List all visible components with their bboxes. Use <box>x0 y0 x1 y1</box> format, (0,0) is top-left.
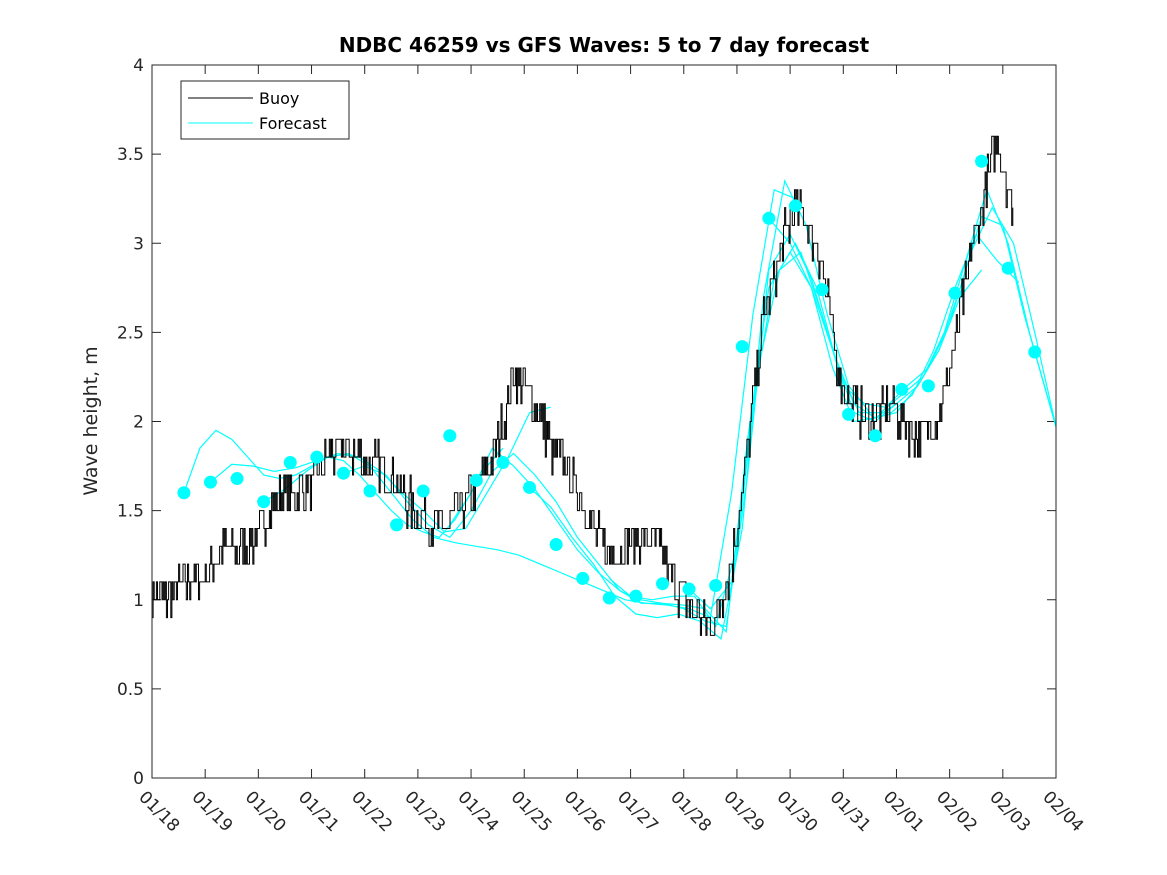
forecast-point <box>523 480 537 494</box>
forecast-point <box>416 484 430 498</box>
forecast-point <box>735 340 749 354</box>
forecast-line-6 <box>529 178 1020 641</box>
y-tick-label: 0 <box>133 769 144 789</box>
y-axis-label: Wave height, m <box>80 346 102 495</box>
chart-title: NDBC 46259 vs GFS Waves: 5 to 7 day fore… <box>339 33 870 57</box>
forecast-point <box>842 407 856 421</box>
y-tick-label: 3.5 <box>117 145 144 165</box>
forecast-point <box>1001 261 1015 275</box>
forecast-point <box>363 484 377 498</box>
forecast-point <box>230 472 244 486</box>
forecast-point <box>921 379 935 393</box>
forecast-point <box>868 429 882 443</box>
legend: Buoy Forecast <box>180 80 350 140</box>
forecast-point <box>469 473 483 487</box>
legend-forecast-label: Forecast <box>259 114 327 133</box>
forecast-point <box>655 577 669 591</box>
y-tick-label: 2.5 <box>117 323 144 343</box>
axes-box <box>151 64 1057 779</box>
forecast-point <box>443 429 457 443</box>
forecast-point <box>283 455 297 469</box>
y-tick-label: 2 <box>133 413 144 433</box>
forecast-point <box>948 286 962 300</box>
forecast-point <box>629 589 643 603</box>
forecast-line-8 <box>688 187 1057 610</box>
forecast-point <box>682 582 696 596</box>
forecast-point <box>602 591 616 605</box>
forecast-point <box>788 199 802 213</box>
forecast-point <box>815 283 829 297</box>
forecast-point <box>549 537 563 551</box>
forecast-point <box>576 571 590 585</box>
series-layer <box>152 135 1057 641</box>
forecast-point <box>390 518 404 532</box>
forecast-point <box>257 495 271 509</box>
forecast-point <box>310 450 324 464</box>
forecast-line-9 <box>768 215 1057 427</box>
forecast-point <box>336 466 350 480</box>
forecast-point <box>709 578 723 592</box>
forecast-point <box>203 475 217 489</box>
y-tick-label: 3 <box>133 234 144 254</box>
buoy-line <box>152 135 1014 636</box>
forecast-line-7 <box>608 206 1057 628</box>
forecast-point <box>496 455 510 469</box>
legend-box <box>180 80 350 140</box>
forecast-point <box>762 211 776 225</box>
forecast-point <box>975 154 989 168</box>
legend-buoy-label: Buoy <box>259 89 299 108</box>
y-tick-label: 0.5 <box>117 680 144 700</box>
forecast-point <box>177 486 191 500</box>
forecast-point <box>895 382 909 396</box>
forecast-point <box>1028 345 1042 359</box>
forecast-line-5 <box>449 251 983 634</box>
y-tick-labels: 0 0.5 1 1.5 2 2.5 3 3.5 4 <box>117 56 144 789</box>
forecast-line-3 <box>263 188 796 619</box>
y-tick-label: 4 <box>133 56 144 76</box>
y-tick-label: 1.5 <box>117 502 144 522</box>
forecast-points <box>177 154 1042 605</box>
y-tick-label: 1 <box>133 591 144 611</box>
